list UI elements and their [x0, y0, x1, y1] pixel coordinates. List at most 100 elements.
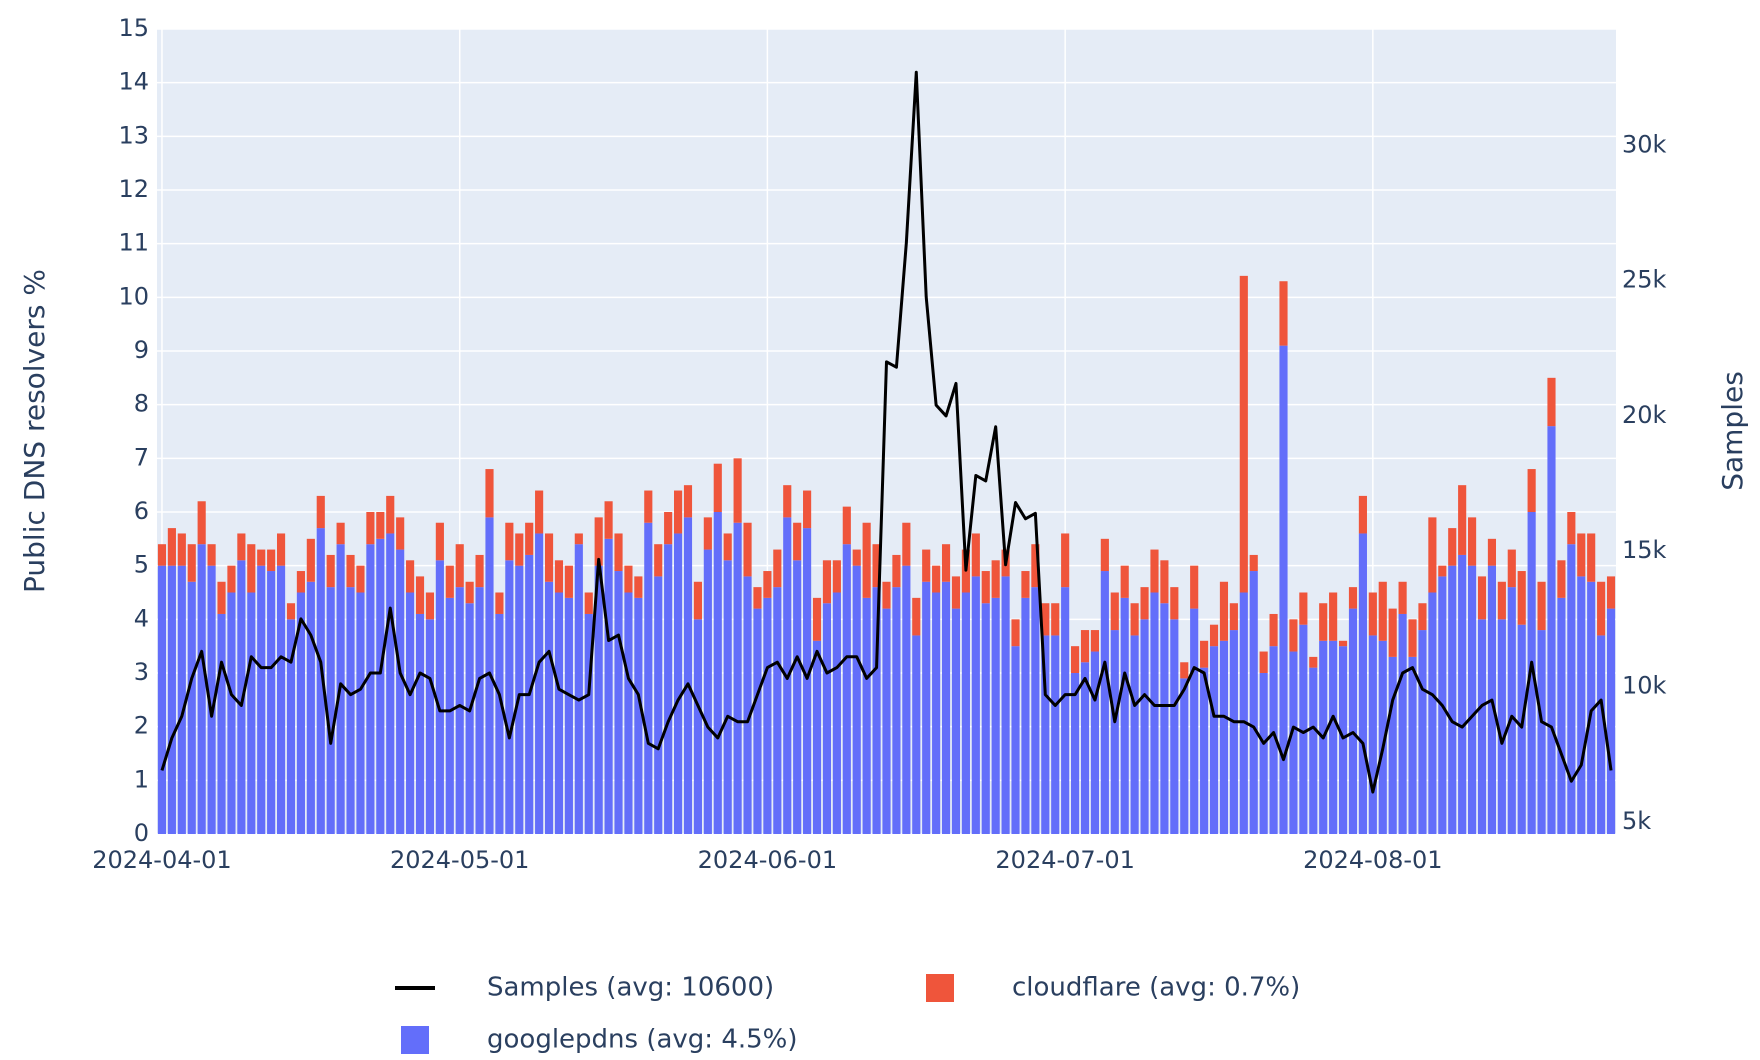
bar [703, 549, 712, 834]
bar [822, 560, 832, 604]
bar [1547, 426, 1556, 834]
line [160, 70, 1613, 794]
bar [1448, 565, 1457, 834]
bar [1348, 587, 1358, 609]
bar [882, 608, 891, 834]
bar [981, 603, 990, 834]
bar [1537, 630, 1546, 834]
bar [1358, 495, 1367, 534]
bar [654, 544, 663, 577]
bar [1517, 571, 1526, 625]
y-tick-label: 15 [118, 14, 149, 42]
bar [1140, 619, 1149, 834]
bar [445, 565, 454, 598]
bar [713, 512, 722, 834]
bar [1209, 646, 1219, 834]
bar-series [157, 345, 1616, 834]
legend-swatch [926, 974, 954, 1002]
bar [1378, 640, 1387, 834]
bar [1398, 581, 1407, 614]
bar [1061, 587, 1070, 834]
bar [584, 613, 593, 834]
bar [624, 592, 633, 834]
bar [1200, 640, 1209, 668]
bar [366, 512, 375, 545]
bar [257, 549, 266, 566]
bar [822, 603, 832, 834]
bar [1130, 603, 1139, 636]
bar [1358, 533, 1367, 834]
bar [922, 581, 931, 834]
bar [1190, 565, 1199, 609]
bar [1299, 592, 1308, 625]
bar [1180, 678, 1189, 834]
bar [157, 544, 167, 566]
bar [872, 587, 881, 834]
bar [753, 587, 762, 609]
bar [1408, 656, 1417, 834]
bar [187, 581, 196, 834]
bar [1487, 538, 1497, 566]
bar [1368, 635, 1377, 834]
bar [832, 592, 841, 834]
bar [1021, 571, 1030, 598]
bar [1477, 576, 1487, 620]
bar [425, 592, 435, 620]
bar [1507, 549, 1516, 588]
x-tick-label: 2024-07-01 [995, 846, 1134, 874]
bar [932, 592, 941, 834]
y2-tick-label: 15k [1622, 536, 1667, 564]
bar [773, 549, 782, 588]
bar [197, 501, 206, 545]
bar [167, 565, 176, 834]
bar [177, 565, 186, 834]
bar [1239, 275, 1248, 593]
bar [554, 592, 564, 834]
bar [296, 592, 305, 834]
bar [217, 581, 226, 614]
bar [217, 613, 226, 834]
bar [1279, 345, 1288, 834]
bar [981, 571, 990, 604]
bar [902, 565, 911, 834]
bar [1150, 592, 1159, 834]
bar [1567, 544, 1576, 834]
legend-label: googlepdns (avg: 4.5%) [487, 1025, 798, 1055]
bar [1438, 565, 1447, 577]
bar [842, 506, 851, 545]
bar [197, 544, 206, 834]
bar [1507, 587, 1516, 834]
bar [882, 581, 891, 609]
bar [1229, 630, 1238, 834]
bar [1468, 517, 1477, 566]
bar [892, 587, 901, 834]
bar [1606, 608, 1616, 834]
bar [1209, 624, 1219, 647]
y2-axis-title: Samples [1716, 371, 1749, 491]
bar [1130, 635, 1139, 834]
bar [604, 538, 613, 834]
bar [505, 560, 514, 834]
bar [1051, 635, 1060, 834]
bar [406, 560, 415, 593]
bar [902, 522, 911, 566]
bar [286, 603, 296, 620]
bar [664, 544, 673, 834]
x-tick-label: 2024-08-01 [1303, 846, 1442, 874]
bar [1061, 533, 1070, 588]
bar [1279, 281, 1288, 346]
bar [763, 571, 772, 598]
bar [485, 469, 494, 518]
bar [1120, 597, 1129, 834]
bar [1388, 656, 1397, 834]
y-axis-title: Public DNS resolvers % [18, 269, 51, 593]
bar [584, 592, 593, 614]
bar [1090, 651, 1099, 834]
bar [1527, 512, 1536, 834]
bar [336, 522, 345, 545]
bar [941, 581, 951, 834]
bar [743, 522, 752, 577]
bar [1418, 630, 1427, 834]
bar [455, 587, 464, 834]
bar [386, 533, 395, 834]
